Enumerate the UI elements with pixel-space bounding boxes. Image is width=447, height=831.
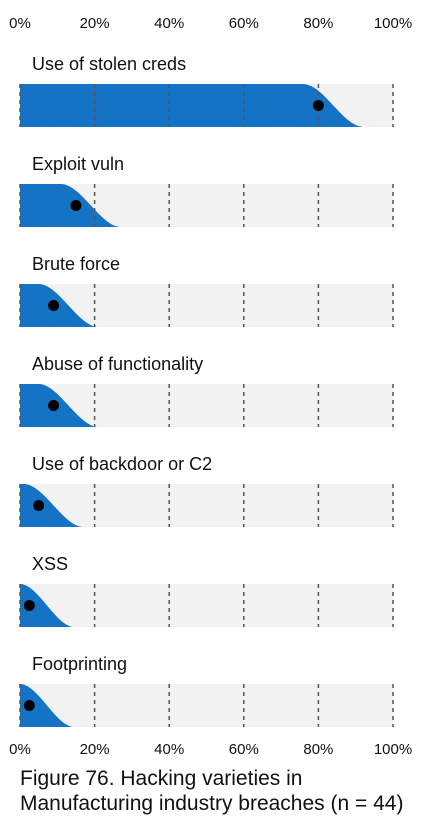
distribution-area — [20, 484, 84, 527]
category-label: XSS — [32, 554, 68, 574]
x-tick-label-bottom: 100% — [374, 741, 412, 758]
row-track — [20, 684, 393, 727]
x-tick-label-top: 60% — [229, 15, 259, 32]
x-tick-label-top: 40% — [154, 15, 184, 32]
category-label: Brute force — [32, 254, 120, 274]
category-label: Abuse of functionality — [32, 354, 203, 374]
value-point — [70, 200, 82, 211]
chart-row: Footprinting — [19, 654, 394, 727]
value-point — [48, 400, 60, 411]
row-track — [20, 584, 393, 627]
x-tick-label-top: 100% — [374, 15, 412, 32]
value-point — [312, 100, 324, 111]
distribution-area — [20, 284, 99, 327]
row-track — [20, 484, 393, 527]
value-point — [23, 600, 35, 611]
chart-title: Figure 76. Hacking varieties in Manufact… — [20, 767, 404, 815]
chart-row: XSS — [19, 554, 394, 627]
x-axis-bottom: 0% 20% 40% 60% 80% 100% — [9, 741, 412, 758]
x-tick-label-top: 80% — [303, 15, 333, 32]
x-tick-label-bottom: 20% — [80, 741, 110, 758]
x-tick-label-bottom: 0% — [9, 741, 31, 758]
x-tick-label-bottom: 40% — [154, 741, 184, 758]
distribution-area — [20, 184, 121, 227]
category-label: Exploit vuln — [32, 154, 124, 174]
x-axis-top: 0% 20% 40% 60% 80% 100% — [9, 15, 412, 32]
x-tick-label-top: 0% — [9, 15, 31, 32]
distribution-area — [20, 84, 364, 127]
x-tick-label-bottom: 80% — [303, 741, 333, 758]
distribution-area — [20, 684, 75, 727]
value-point — [33, 500, 45, 511]
chart-row: Use of stolen creds — [19, 54, 394, 127]
category-label: Use of stolen creds — [32, 54, 186, 74]
chart-row: Use of backdoor or C2 — [19, 454, 394, 527]
chart-row: Exploit vuln — [19, 154, 394, 227]
category-label: Footprinting — [32, 654, 127, 674]
x-tick-label-top: 20% — [80, 15, 110, 32]
distribution-area — [20, 584, 75, 627]
distribution-area — [20, 384, 99, 427]
category-label: Use of backdoor or C2 — [32, 454, 212, 474]
chart-row: Brute force — [19, 254, 394, 327]
chart-row: Abuse of functionality — [19, 354, 394, 427]
value-point — [23, 700, 35, 711]
x-tick-label-bottom: 60% — [229, 741, 259, 758]
value-point — [48, 300, 60, 311]
chart-rows: Use of stolen creds Exploit vuln Brute for… — [19, 54, 394, 727]
